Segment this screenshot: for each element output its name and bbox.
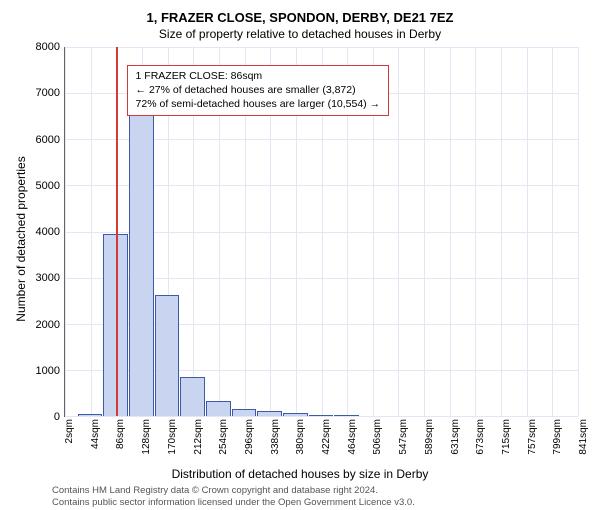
y-tick-label: 1000 <box>36 365 60 377</box>
footer-attribution: Contains HM Land Registry data © Crown c… <box>12 485 588 510</box>
x-ticks-area: 2sqm 44sqm 86sqm 128sqm 170sqm 212sqm 254sqm 29… <box>64 417 578 465</box>
chart-container: 1, FRAZER CLOSE, SPONDON, DERBY, DE21 7E… <box>0 0 600 500</box>
footer-line1: Contains HM Land Registry data © Crown c… <box>52 485 588 497</box>
histogram-bar <box>334 415 359 416</box>
vgrid-line <box>65 47 66 416</box>
vgrid-line <box>527 47 528 416</box>
annotation-box: 1 FRAZER CLOSE: 86sqm ← 27% of detached … <box>127 65 390 116</box>
y-tick-label: 5000 <box>36 180 60 192</box>
vgrid-line <box>552 47 553 416</box>
annotation-line3: 72% of semi-detached houses are larger (… <box>136 98 381 112</box>
histogram-bar <box>257 411 282 416</box>
vgrid-line <box>450 47 451 416</box>
x-tick-label: 2sqm <box>64 419 75 443</box>
y-tick-label: 2000 <box>36 319 60 331</box>
x-tick-label: 757sqm <box>527 419 538 455</box>
histogram-bar <box>283 413 308 416</box>
x-tick-label: 128sqm <box>141 419 152 455</box>
y-tick-label: 0 <box>54 411 60 423</box>
x-tick-label: 296sqm <box>244 419 255 455</box>
vgrid-line <box>475 47 476 416</box>
x-tick-label: 86sqm <box>115 419 126 449</box>
x-tick-label: 673sqm <box>475 419 486 455</box>
y-ticks-column: 010002000300040005000600070008000 <box>30 47 64 417</box>
annotation-line2: ← 27% of detached houses are smaller (3,… <box>136 84 381 98</box>
y-tick-label: 6000 <box>36 134 60 146</box>
x-tick-label: 841sqm <box>578 419 589 455</box>
plot-row: Number of detached properties 0100020003… <box>12 47 588 417</box>
marker-line <box>116 47 118 416</box>
x-axis-label: Distribution of detached houses by size … <box>12 467 588 481</box>
x-tick-label: 44sqm <box>90 419 101 449</box>
x-axis-spacer <box>12 417 64 465</box>
annotation-line1: 1 FRAZER CLOSE: 86sqm <box>136 70 381 84</box>
vgrid-line <box>501 47 502 416</box>
plot-area: 1 FRAZER CLOSE: 86sqm ← 27% of detached … <box>64 47 578 417</box>
x-tick-label: 799sqm <box>552 419 563 455</box>
histogram-bar <box>309 415 334 416</box>
x-tick-label: 589sqm <box>424 419 435 455</box>
ylabel-column: Number of detached properties <box>12 47 30 417</box>
x-tick-label: 422sqm <box>321 419 332 455</box>
vgrid-line <box>424 47 425 416</box>
vgrid-line <box>91 47 92 416</box>
chart-title-line1: 1, FRAZER CLOSE, SPONDON, DERBY, DE21 7E… <box>12 10 588 25</box>
x-tick-label: 212sqm <box>193 419 204 455</box>
histogram-bar <box>155 295 180 416</box>
histogram-bar <box>78 414 103 416</box>
histogram-bar <box>206 401 231 416</box>
histogram-bar <box>232 409 257 416</box>
vgrid-line <box>578 47 579 416</box>
x-tick-label: 170sqm <box>167 419 178 455</box>
x-axis-row: 2sqm 44sqm 86sqm 128sqm 170sqm 212sqm 254sqm 29… <box>12 417 588 465</box>
histogram-bar <box>180 377 205 416</box>
y-tick-label: 7000 <box>36 87 60 99</box>
chart-title-line2: Size of property relative to detached ho… <box>12 27 588 41</box>
x-tick-label: 380sqm <box>295 419 306 455</box>
footer-line2: Contains public sector information licen… <box>52 497 588 509</box>
y-axis-label: Number of detached properties <box>14 156 28 321</box>
y-tick-label: 8000 <box>36 41 60 53</box>
x-tick-label: 506sqm <box>372 419 383 455</box>
vgrid-line <box>398 47 399 416</box>
x-tick-label: 631sqm <box>450 419 461 455</box>
y-tick-label: 4000 <box>36 226 60 238</box>
y-tick-label: 3000 <box>36 272 60 284</box>
x-tick-label: 715sqm <box>501 419 512 455</box>
x-tick-label: 547sqm <box>398 419 409 455</box>
x-tick-label: 464sqm <box>347 419 358 455</box>
x-tick-label: 338sqm <box>270 419 281 455</box>
histogram-bar <box>129 102 154 416</box>
x-tick-label: 254sqm <box>218 419 229 455</box>
